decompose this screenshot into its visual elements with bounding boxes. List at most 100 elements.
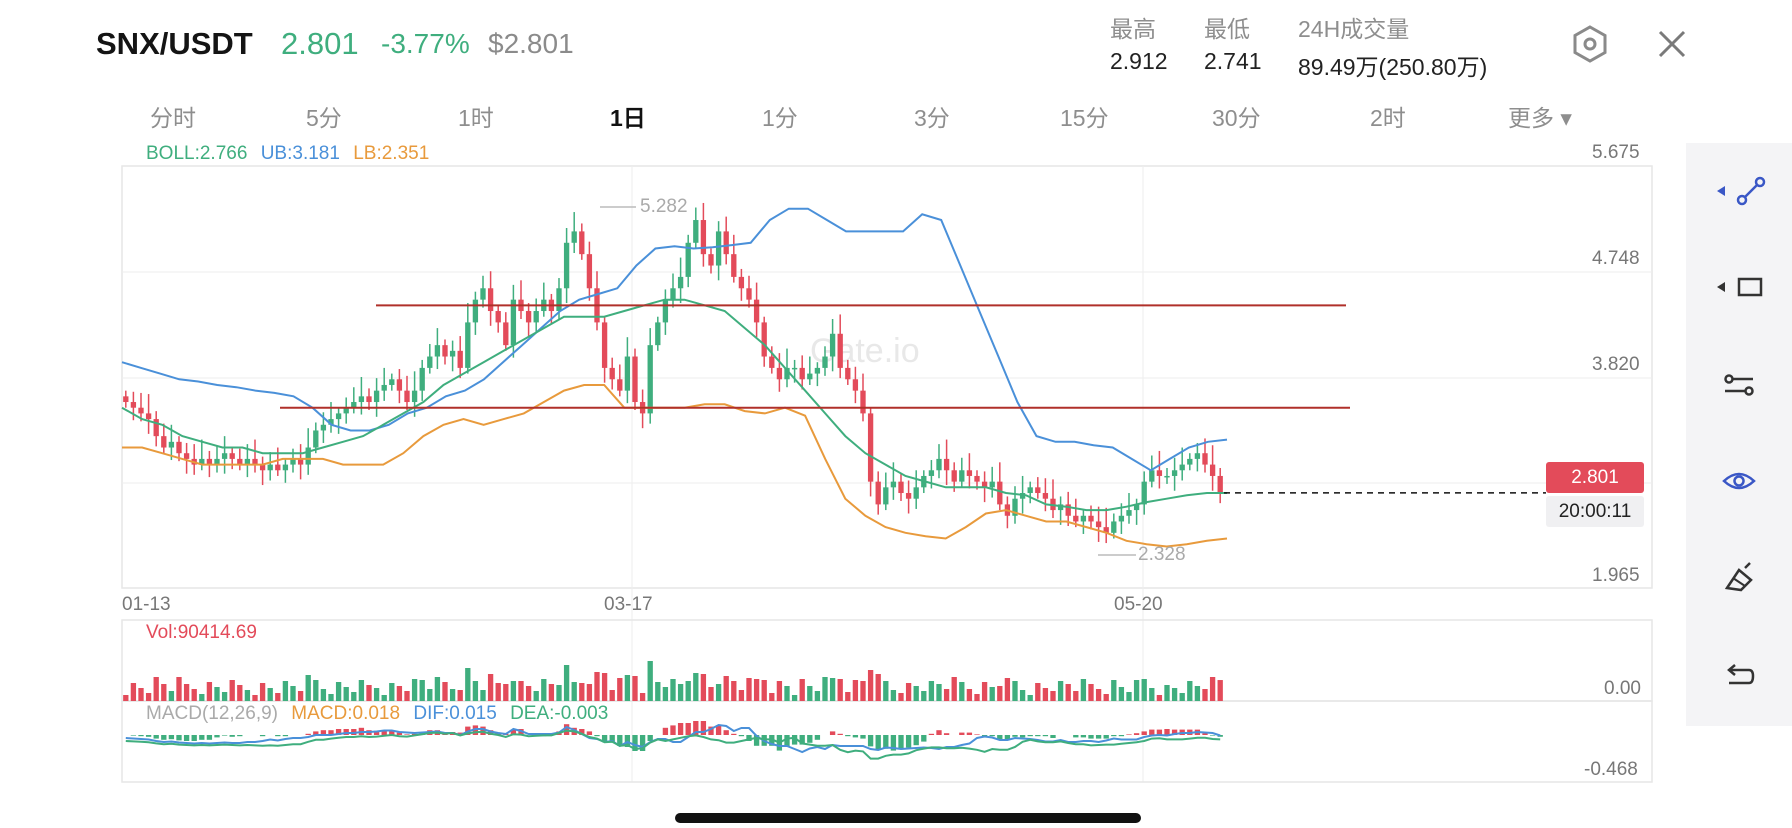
volume-bar — [427, 689, 433, 701]
drawing-toolbar — [1686, 143, 1792, 726]
candle-body — [495, 311, 501, 323]
dif-value: DIF:0.015 — [413, 703, 497, 724]
candle-body — [525, 311, 532, 323]
candle-body — [951, 470, 957, 482]
tab-timeshare[interactable]: 分时 — [150, 105, 196, 131]
macd-hist-bar — [837, 733, 843, 735]
candle-body — [1126, 510, 1132, 516]
candle-body — [130, 402, 137, 408]
undo-icon — [1727, 664, 1755, 685]
candle-body — [351, 402, 357, 408]
macd-hist-bar — [199, 735, 205, 740]
volume-bar — [525, 686, 532, 701]
macd-hist-bar — [138, 735, 144, 737]
macd-hist-bar — [1027, 735, 1033, 737]
eye-icon — [1722, 472, 1756, 490]
volume-bar — [936, 684, 942, 701]
macd-hist-bar — [1164, 729, 1170, 735]
volume-bar — [632, 676, 638, 701]
macd-hist-bar — [723, 730, 729, 735]
volume-bar — [624, 675, 631, 701]
candle-body — [617, 379, 623, 391]
macd-hist-bar — [153, 735, 159, 739]
volume-bar — [1103, 694, 1109, 701]
tab-1h[interactable]: 1时 — [458, 105, 494, 131]
macd-hist-bar — [305, 733, 311, 735]
tab-5m[interactable]: 5分 — [306, 105, 342, 131]
volume-bar — [214, 687, 220, 701]
candle-body — [199, 458, 205, 465]
macd-hist-bar — [1217, 735, 1223, 737]
macd-hist-bar — [1156, 729, 1163, 735]
tab-1m[interactable]: 1分 — [762, 105, 798, 131]
candle-body — [366, 396, 372, 403]
candle-body — [487, 288, 494, 312]
volume-bar — [1156, 695, 1163, 701]
tool-undo[interactable] — [1686, 646, 1792, 706]
volume-bar — [411, 679, 418, 701]
macd-hist-bar — [259, 735, 266, 737]
volume-bar — [1179, 693, 1185, 701]
candle-body — [1095, 521, 1102, 528]
volume-bar — [647, 661, 653, 701]
volume-bar — [556, 685, 562, 701]
candle-body — [1217, 475, 1223, 493]
tab-30m[interactable]: 30分 — [1212, 105, 1261, 131]
candle-body — [943, 458, 950, 471]
macd-hist-bar — [791, 735, 798, 745]
macd-hist-bar — [670, 725, 676, 735]
tab-15m[interactable]: 15分 — [1060, 105, 1109, 131]
tab-more[interactable]: 更多 ▾ — [1508, 105, 1572, 131]
macd-hist-bar — [1095, 735, 1102, 739]
macd-hist-bar — [647, 735, 653, 741]
volume-bar — [609, 690, 615, 701]
macd-hist-bar — [867, 735, 874, 747]
tool-visibility[interactable] — [1686, 451, 1792, 511]
candle-body — [860, 390, 866, 414]
tool-parallel[interactable] — [1686, 355, 1792, 415]
macd-hist-bar — [161, 735, 167, 740]
volume-bar — [457, 690, 463, 701]
volume-bar — [503, 684, 509, 701]
macd-hist-bar — [1042, 735, 1049, 737]
candle-body — [601, 322, 608, 368]
candle-body — [510, 299, 517, 346]
tool-rectangle[interactable] — [1686, 257, 1792, 317]
tool-clear[interactable] — [1686, 548, 1792, 608]
macd-hist-bar — [715, 725, 722, 735]
boll-legend: BOLL:2.766 UB:3.181 LB:2.351 — [146, 143, 429, 165]
macd-hist-bar — [936, 730, 942, 735]
tab-1d[interactable]: 1日 — [610, 105, 646, 131]
macd-hist-bar — [784, 735, 790, 747]
macd-hist-group — [130, 721, 1223, 751]
candle-body — [396, 379, 403, 391]
tool-line[interactable] — [1686, 161, 1792, 221]
macd-hist-bar — [860, 735, 866, 739]
tab-3m[interactable]: 3分 — [914, 105, 950, 131]
volume-bar — [913, 686, 919, 701]
volume-bar — [981, 682, 988, 701]
volume-bar — [1171, 688, 1178, 701]
volume-bar — [252, 695, 258, 701]
volume-bar — [1202, 689, 1208, 701]
candles-group — [123, 202, 1223, 544]
close-icon[interactable] — [1654, 26, 1690, 62]
macd-hist-bar — [221, 735, 228, 736]
volume-bar — [563, 665, 570, 701]
candle-body — [145, 413, 152, 420]
hexagon-settings-icon[interactable] — [1570, 24, 1610, 64]
candle-body — [1065, 504, 1071, 516]
macd-hist-bar — [753, 735, 760, 746]
candle-body — [776, 367, 783, 380]
boll-mid-line — [121, 298, 1227, 512]
volume-bar — [723, 676, 729, 701]
volume-bar — [875, 674, 881, 701]
volume-bar — [883, 681, 889, 701]
volume-bar — [183, 684, 190, 701]
volume-bar — [928, 681, 935, 701]
tab-2h[interactable]: 2时 — [1370, 105, 1406, 131]
volume-bar — [1149, 688, 1155, 701]
volume-bar — [1012, 681, 1018, 701]
macd-hist-bar — [632, 735, 638, 751]
